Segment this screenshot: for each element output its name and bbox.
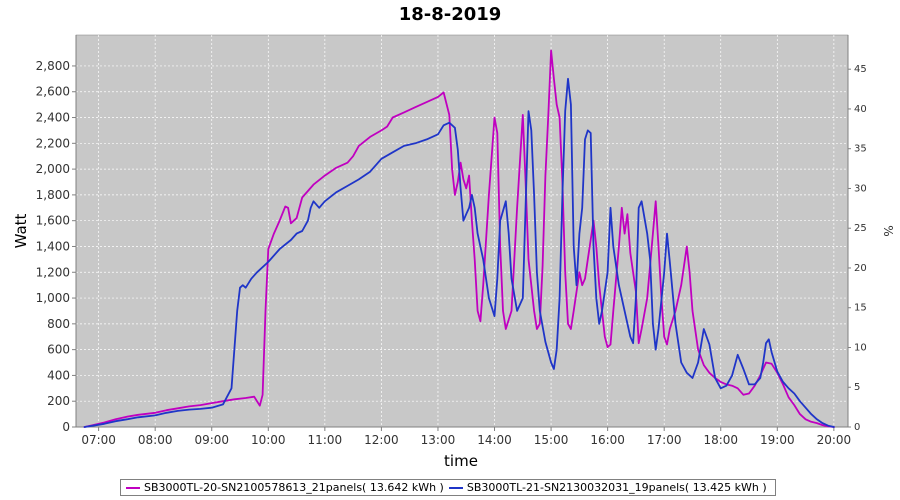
y2-tick-label: 30 (854, 183, 867, 194)
x-tick-label: 18:00 (703, 433, 738, 447)
y-tick-label: 1,800 (36, 188, 70, 202)
x-tick-label: 15:00 (534, 433, 569, 447)
series-line-2 (83, 77, 835, 428)
x-tick-label: 13:00 (421, 433, 456, 447)
chart-title: 18-8-2019 (398, 4, 502, 25)
y2-tick-label: 0 (854, 422, 860, 433)
x-axis-label: time (444, 452, 478, 470)
y2-tick-label: 35 (854, 144, 867, 155)
x-axis: 07:00 08:00 09:00 10:00 11:00 12:00 13:00 14:00… (76, 426, 852, 447)
y2-tick-label: 10 (854, 342, 867, 353)
plot-area (75, 34, 849, 428)
x-tick-label: 19:00 (760, 433, 795, 447)
legend-label-series-2: SB3000TL-21-SN2130032031_19panels( 13.42… (466, 481, 767, 494)
x-tick-label: 14:00 (477, 433, 512, 447)
y2-tick-label: 5 (854, 382, 860, 393)
series-layer (83, 49, 835, 428)
legend-swatch-series-1 (126, 486, 140, 489)
series-line-1 (83, 49, 835, 428)
y2-axis: 0 5 10 15 20 25 30 35 40 45 (847, 35, 867, 433)
y-tick-label: 600 (47, 343, 70, 357)
y-tick-label: 2,600 (36, 85, 70, 99)
x-tick-label: 11:00 (308, 433, 343, 447)
y-tick-label: 2,000 (36, 162, 70, 176)
y-tick-label: 1,600 (36, 214, 70, 228)
y-tick-label: 2,200 (36, 136, 70, 150)
x-tick-label: 10:00 (251, 433, 286, 447)
y-tick-label: 1,400 (36, 239, 70, 253)
legend-item-series-2[interactable]: SB3000TL-21-SN2130032031_19panels( 13.42… (444, 481, 767, 494)
x-tick-label: 17:00 (647, 433, 682, 447)
x-tick-label: 07:00 (81, 433, 116, 447)
y-axis: 0 200 400 600 800 1,000 1,200 1,400 1,600 1,800 2,… (36, 35, 77, 434)
x-tick-label: 16:00 (590, 433, 625, 447)
grid-lines (76, 35, 848, 427)
legend-swatch-series-2 (448, 486, 463, 489)
y-tick-label: 400 (47, 368, 70, 382)
y-axis-label: Watt (12, 213, 30, 248)
y2-tick-label: 15 (854, 303, 867, 314)
y-tick-label: 0 (62, 420, 70, 434)
legend-item-series-1[interactable]: SB3000TL-20-SN2100578613_21panels( 13.64… (121, 481, 444, 494)
y-tick-label: 2,800 (36, 59, 70, 73)
y2-axis-label: % (881, 225, 895, 236)
x-tick-label: 20:00 (817, 433, 852, 447)
y2-tick-label: 45 (854, 64, 867, 75)
x-tick-label: 08:00 (138, 433, 173, 447)
y-tick-label: 2,400 (36, 111, 70, 125)
legend-label-series-1: SB3000TL-20-SN2100578613_21panels( 13.64… (144, 481, 444, 494)
y-tick-label: 200 (47, 394, 70, 408)
x-tick-label: 09:00 (194, 433, 229, 447)
y-tick-label: 800 (47, 317, 70, 331)
y2-tick-label: 25 (854, 223, 867, 234)
y-tick-label: 1,200 (36, 265, 70, 279)
x-tick-label: 12:00 (364, 433, 399, 447)
legend: SB3000TL-20-SN2100578613_21panels( 13.64… (120, 479, 776, 496)
y2-tick-label: 20 (854, 263, 867, 274)
y-tick-label: 1,000 (36, 291, 70, 305)
y2-tick-label: 40 (854, 104, 867, 115)
